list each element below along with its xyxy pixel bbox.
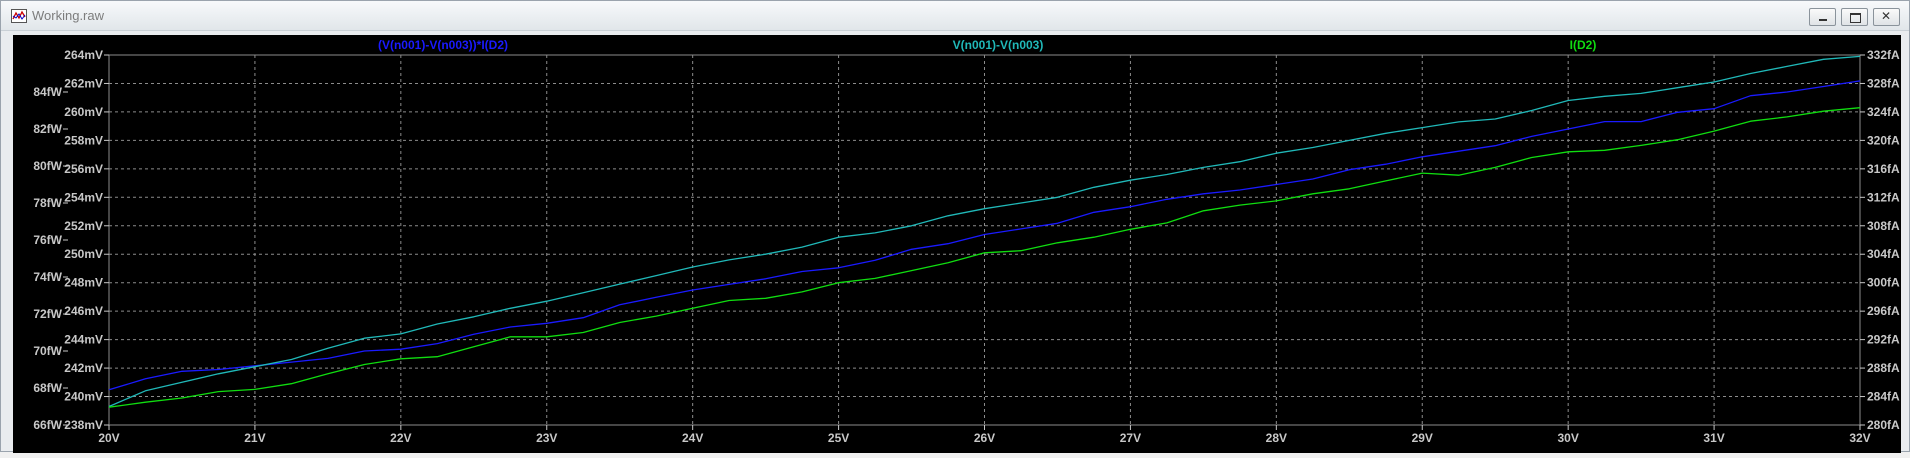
y-right-tick-label: 316fA [1867, 162, 1900, 176]
y-left-primary-tick-label: 264mV [64, 48, 103, 62]
traces [108, 55, 1861, 408]
y-left-primary-tick-label: 244mV [64, 333, 103, 347]
y-left-secondary-tick-label: 68fW [33, 381, 62, 395]
y-right-tick-label: 280fA [1867, 418, 1900, 432]
y-left-primary-tick-label: 260mV [64, 105, 103, 119]
x-tick-label: 29V [1412, 431, 1433, 445]
trace-label[interactable]: V(n001)-V(n003) [953, 38, 1044, 52]
window-title: Working.raw [32, 8, 105, 23]
close-button[interactable] [1873, 8, 1900, 26]
y-left-primary-tick-label: 242mV [64, 361, 103, 375]
y-right-tick-label: 308fA [1867, 219, 1900, 233]
y-left-primary-tick-label: 256mV [64, 162, 103, 176]
y-right-tick-label: 328fA [1867, 76, 1900, 90]
y-left-secondary-tick-label: 76fW [33, 233, 62, 247]
y-left-secondary-tick-label: 74fW [33, 270, 62, 284]
x-tick-label: 23V [536, 431, 557, 445]
y-left-secondary-tick-label: 70fW [33, 344, 62, 358]
y-left-secondary-tick-label: 72fW [33, 307, 62, 321]
x-tick-label: 21V [244, 431, 265, 445]
x-tick-label: 28V [1266, 431, 1287, 445]
y-left-primary-tick-label: 248mV [64, 276, 103, 290]
y-left-primary-tick-label: 254mV [64, 190, 103, 204]
x-tick-label: 32V [1849, 431, 1870, 445]
trace-current [108, 107, 1861, 408]
trace-label[interactable]: I(D2) [1570, 38, 1597, 52]
x-tick-label: 30V [1557, 431, 1578, 445]
plot-pane[interactable]: 20V 21V 22V 23V 24V 25V 26V 27V 28V 29V 30V 31V 32V 2… [13, 35, 1901, 453]
y-left-primary-tick-label: 262mV [64, 76, 103, 90]
y-left-secondary-tick-label: 82fW [33, 122, 62, 136]
y-right-tick-label: 324fA [1867, 105, 1900, 119]
y-left-secondary-tick-label: 80fW [33, 159, 62, 173]
y-right-tick-label: 300fA [1867, 276, 1900, 290]
y-right-tick-label: 288fA [1867, 361, 1900, 375]
axes: 20V 21V 22V 23V 24V 25V 26V 27V 28V 29V 30V 31V 32V2… [33, 48, 1900, 445]
y-left-primary-tick-label: 250mV [64, 247, 103, 261]
y-right-tick-label: 304fA [1867, 247, 1900, 261]
y-right-tick-label: 296fA [1867, 304, 1900, 318]
x-tick-label: 26V [974, 431, 995, 445]
y-left-secondary-tick-label: 78fW [33, 196, 62, 210]
trace-label[interactable]: (V(n001)-V(n003))*I(D2) [378, 38, 508, 52]
grid [108, 54, 1861, 426]
y-right-tick-label: 320fA [1867, 133, 1900, 147]
y-right-tick-label: 292fA [1867, 333, 1900, 347]
x-tick-label: 25V [828, 431, 849, 445]
y-left-primary-tick-label: 252mV [64, 219, 103, 233]
x-tick-label: 24V [682, 431, 703, 445]
y-right-tick-label: 332fA [1867, 48, 1900, 62]
y-left-primary-tick-label: 238mV [64, 418, 103, 432]
y-left-primary-tick-label: 246mV [64, 304, 103, 318]
y-left-primary-tick-label: 258mV [64, 133, 103, 147]
x-tick-label: 27V [1120, 431, 1141, 445]
y-left-secondary-tick-label: 84fW [33, 85, 62, 99]
y-right-tick-label: 312fA [1867, 190, 1900, 204]
trace-voltage [108, 55, 1861, 408]
y-right-tick-label: 284fA [1867, 390, 1900, 404]
trace-power [108, 80, 1861, 391]
x-tick-label: 31V [1703, 431, 1724, 445]
waveform-app-icon [11, 9, 27, 23]
x-tick-label: 20V [98, 431, 119, 445]
waveform-chart[interactable]: 20V 21V 22V 23V 24V 25V 26V 27V 28V 29V 30V 31V 32V2… [13, 35, 1901, 453]
trace-labels[interactable]: (V(n001)-V(n003))*I(D2) V(n001)-V(n003) I(… [378, 38, 1596, 52]
x-tick-label: 22V [390, 431, 411, 445]
maximize-button[interactable] [1841, 8, 1868, 26]
y-left-primary-tick-label: 240mV [64, 390, 103, 404]
y-left-secondary-tick-label: 66fW [33, 418, 62, 432]
minimize-button[interactable] [1809, 8, 1836, 26]
title-bar[interactable]: Working.raw [1, 1, 1909, 31]
